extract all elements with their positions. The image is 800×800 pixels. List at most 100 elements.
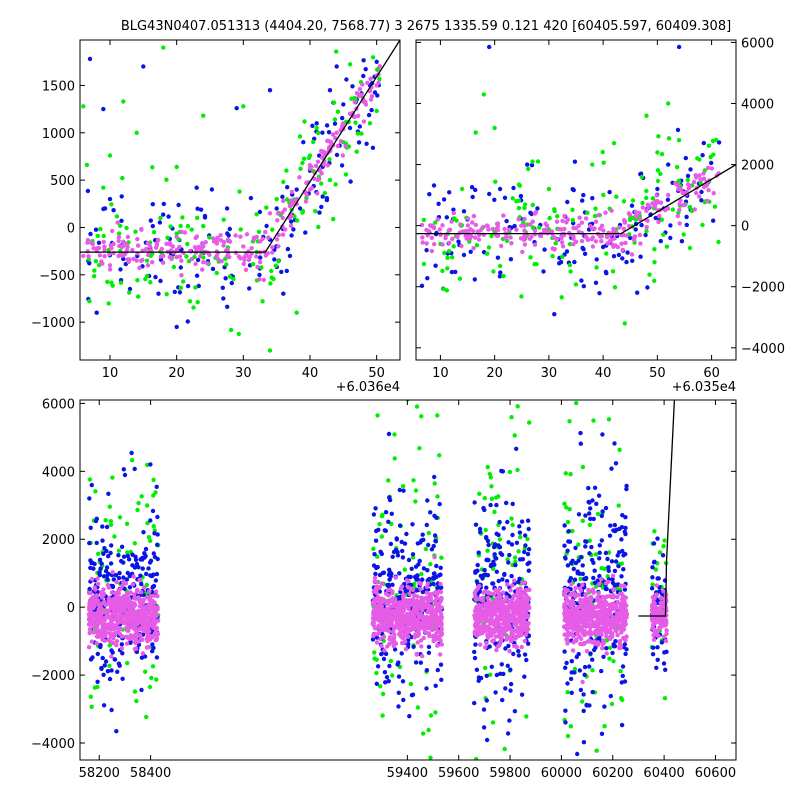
magenta-point: [633, 209, 638, 214]
blue-point: [117, 663, 122, 668]
magenta-point: [114, 643, 119, 648]
green-point: [81, 104, 86, 109]
green-point: [117, 515, 123, 520]
blue-point: [659, 640, 665, 645]
blue-point: [505, 519, 510, 525]
magenta-point: [236, 254, 242, 259]
blue-point: [517, 557, 523, 562]
blue-point: [699, 189, 704, 195]
magenta-point: [500, 631, 505, 637]
green-point: [687, 205, 693, 210]
magenta-point: [395, 622, 400, 627]
blue-point: [604, 271, 609, 276]
magenta-point: [572, 612, 577, 617]
blue-point: [497, 274, 503, 279]
magenta-point: [95, 624, 100, 629]
magenta-point: [194, 234, 199, 239]
blue-point: [320, 130, 325, 135]
green-point: [655, 168, 661, 173]
blue-point: [202, 215, 208, 220]
green-point: [607, 656, 612, 661]
blue-point: [406, 557, 412, 563]
y-tick-label: 4000: [741, 98, 774, 113]
blue-point: [234, 106, 239, 111]
green-point: [652, 278, 657, 283]
green-point: [380, 512, 385, 517]
magenta-point: [258, 239, 263, 244]
magenta-point: [687, 183, 693, 189]
magenta-point: [108, 619, 114, 625]
magenta-point: [218, 233, 223, 238]
blue-point: [301, 140, 306, 145]
blue-point: [148, 518, 153, 523]
blue-point: [382, 670, 388, 675]
magenta-point: [109, 590, 115, 595]
green-point: [567, 262, 573, 268]
magenta-point: [626, 223, 632, 229]
magenta-point: [123, 581, 129, 586]
magenta-point: [610, 573, 616, 578]
blue-point: [676, 44, 682, 50]
green-point: [489, 233, 494, 239]
blue-point: [653, 215, 658, 221]
green-point: [281, 179, 286, 185]
green-point: [254, 212, 259, 217]
y-tick-label: 1000: [42, 127, 75, 142]
green-point: [457, 276, 463, 281]
blue-point: [176, 202, 181, 208]
blue-point: [133, 554, 138, 559]
magenta-point: [418, 586, 423, 592]
magenta-point: [603, 628, 608, 633]
green-point: [221, 217, 226, 222]
blue-point: [393, 549, 398, 554]
magenta-point: [578, 609, 584, 614]
blue-point: [519, 692, 525, 697]
green-point: [92, 268, 97, 273]
magenta-point: [113, 611, 119, 616]
magenta-point: [559, 227, 564, 232]
blue-point: [96, 240, 102, 245]
blue-point: [148, 558, 154, 563]
magenta-point: [97, 632, 102, 638]
magenta-point: [697, 173, 702, 178]
blue-point: [612, 522, 617, 528]
magenta-point: [675, 213, 680, 219]
magenta-point: [656, 219, 661, 225]
blue-point: [565, 199, 570, 205]
magenta-point: [403, 646, 409, 652]
blue-point: [675, 127, 681, 133]
magenta-point: [449, 219, 454, 224]
blue-point: [453, 269, 458, 275]
magenta-point: [564, 607, 569, 613]
magenta-point: [522, 228, 527, 233]
green-point: [526, 166, 531, 172]
magenta-point: [141, 597, 146, 603]
magenta-point: [495, 603, 501, 608]
magenta-point: [652, 611, 657, 616]
blue-point: [403, 589, 408, 594]
magenta-point: [666, 192, 671, 198]
green-point: [579, 699, 585, 704]
magenta-point: [516, 217, 521, 222]
green-point: [552, 207, 557, 212]
green-point: [485, 464, 490, 470]
magenta-point: [658, 596, 664, 601]
green-point: [136, 294, 141, 299]
blue-point: [584, 703, 589, 708]
magenta-point: [618, 607, 623, 612]
magenta-point: [218, 238, 224, 243]
blue-point: [209, 187, 215, 192]
magenta-point: [492, 629, 497, 635]
blue-point: [577, 571, 582, 576]
magenta-point: [609, 208, 614, 213]
magenta-point: [88, 590, 93, 595]
magenta-point: [107, 267, 113, 272]
blue-point: [425, 578, 430, 583]
blue-point: [438, 565, 443, 570]
magenta-point: [120, 583, 125, 588]
magenta-point: [532, 242, 538, 247]
x-tick-label: 40: [302, 366, 319, 381]
magenta-point: [95, 581, 101, 587]
green-point: [570, 218, 575, 223]
magenta-point: [599, 576, 604, 582]
